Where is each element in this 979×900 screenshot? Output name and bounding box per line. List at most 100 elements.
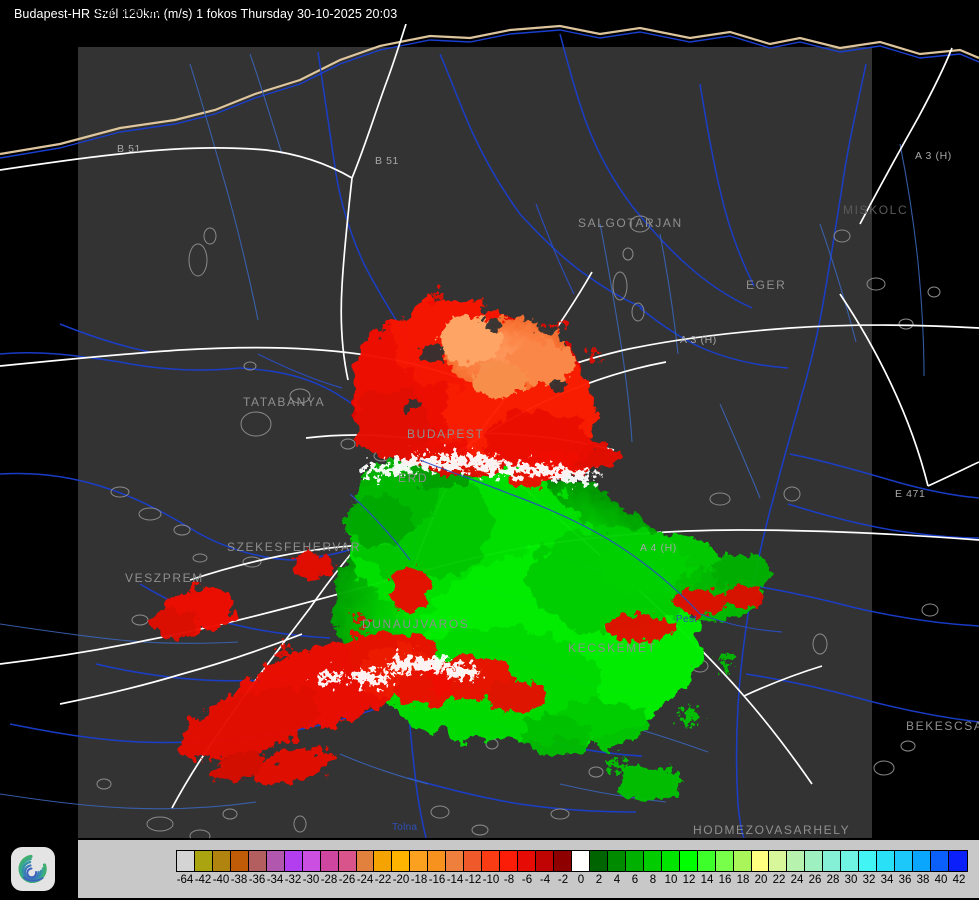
color-swatch[interactable] <box>769 851 788 871</box>
legend-quantity: Wind <box>117 22 145 34</box>
color-scale-tick: 24 <box>790 874 804 886</box>
echo-speckle <box>277 291 733 774</box>
color-swatch[interactable] <box>841 851 860 871</box>
color-swatch[interactable] <box>392 851 411 871</box>
color-scale-tick: -34 <box>266 874 284 886</box>
country-border-blue <box>0 29 979 159</box>
color-scale-tick: 28 <box>826 874 840 886</box>
color-swatch[interactable] <box>482 851 501 871</box>
color-swatch[interactable] <box>177 851 195 871</box>
color-swatch[interactable] <box>733 851 752 871</box>
color-swatch[interactable] <box>948 851 967 871</box>
color-scale-tick: 16 <box>718 874 732 886</box>
color-swatch[interactable] <box>266 851 285 871</box>
color-swatch[interactable] <box>697 851 716 871</box>
color-scale-tick: -42 <box>194 874 212 886</box>
color-scale-tick: 2 <box>595 874 603 886</box>
color-swatch[interactable] <box>859 851 878 871</box>
color-swatch[interactable] <box>410 851 429 871</box>
color-scale-tick: -12 <box>464 874 482 886</box>
color-swatch[interactable] <box>625 851 644 871</box>
color-swatch[interactable] <box>913 851 932 871</box>
color-scale-tick: 20 <box>754 874 768 886</box>
spiral-icon <box>18 854 47 883</box>
color-swatch[interactable] <box>661 851 680 871</box>
page-title: Budapest-HR Szél 120km (m/s) 1 fokos Thu… <box>14 7 398 21</box>
color-scale-tick: -32 <box>284 874 302 886</box>
color-scale-tick: 40 <box>934 874 948 886</box>
color-swatch[interactable] <box>643 851 662 871</box>
color-scale-tick: 38 <box>916 874 930 886</box>
color-swatch[interactable] <box>248 851 267 871</box>
color-swatch[interactable] <box>518 851 537 871</box>
color-swatch[interactable] <box>895 851 914 871</box>
logo-plate <box>11 847 55 891</box>
echo-red-east <box>428 444 764 712</box>
color-swatch[interactable] <box>338 851 357 871</box>
legend-unit: m/s <box>122 38 140 49</box>
color-scale-tick: 14 <box>700 874 714 886</box>
color-swatch[interactable] <box>194 851 213 871</box>
color-scale-tick: -6 <box>521 874 533 886</box>
color-scale-tick: -20 <box>392 874 410 886</box>
color-scale-tick: -36 <box>248 874 266 886</box>
color-scale-tick: -30 <box>302 874 320 886</box>
echo-zero-isodop <box>316 455 598 684</box>
color-swatch[interactable] <box>931 851 949 871</box>
color-scale-swatches[interactable] <box>176 850 968 872</box>
color-swatch[interactable] <box>356 851 375 871</box>
color-swatch[interactable] <box>212 851 231 871</box>
color-swatch[interactable] <box>805 851 824 871</box>
color-scale-tick: -14 <box>446 874 464 886</box>
color-scale-tick: -18 <box>410 874 428 886</box>
color-scale-tick: 8 <box>649 874 657 886</box>
color-swatch[interactable] <box>536 851 555 871</box>
radar-map[interactable] <box>0 24 979 838</box>
color-scale-tick: -64 <box>176 874 194 886</box>
color-scale-tick: 12 <box>682 874 696 886</box>
color-swatch[interactable] <box>554 851 572 871</box>
color-swatch[interactable] <box>284 851 303 871</box>
color-scale-tick: 26 <box>808 874 822 886</box>
color-swatch[interactable] <box>787 851 806 871</box>
color-scale-tick: 10 <box>664 874 678 886</box>
color-scale-tick: 32 <box>862 874 876 886</box>
color-swatch[interactable] <box>877 851 896 871</box>
color-swatch[interactable] <box>374 851 393 871</box>
country-border <box>0 24 979 156</box>
color-swatch[interactable] <box>823 851 842 871</box>
color-swatch[interactable] <box>715 851 734 871</box>
color-swatch[interactable] <box>320 851 339 871</box>
color-scale-tick: 0 <box>577 874 585 886</box>
color-swatch[interactable] <box>446 851 465 871</box>
radar-map-viewport[interactable]: SALGOTARJAN MISKOLC EGER TATABANYA BUDAPEST E… <box>0 24 979 838</box>
color-scale-tick: -26 <box>338 874 356 886</box>
color-swatch[interactable] <box>607 851 626 871</box>
color-swatch[interactable] <box>571 851 590 871</box>
color-swatch[interactable] <box>751 851 770 871</box>
color-scale-tick: 36 <box>898 874 912 886</box>
color-scale-tick: -16 <box>428 874 446 886</box>
app-logo[interactable] <box>10 846 56 892</box>
color-scale-tick: 42 <box>952 874 966 886</box>
color-swatch[interactable] <box>428 851 447 871</box>
color-scale-tick: 34 <box>880 874 894 886</box>
color-scale-tick: 18 <box>736 874 750 886</box>
color-scale-tick: 22 <box>772 874 786 886</box>
color-scale-tick: 4 <box>613 874 621 886</box>
legend-caption: Budapest-HR Wind m/s <box>88 6 174 51</box>
color-swatch[interactable] <box>589 851 608 871</box>
county-borders <box>257 203 783 633</box>
color-scale-tick: -10 <box>482 874 500 886</box>
color-scale-tick: -22 <box>374 874 392 886</box>
echo-green-fringe <box>346 450 772 802</box>
color-scale-tick: 30 <box>844 874 858 886</box>
color-swatch[interactable] <box>464 851 483 871</box>
color-scale-tick: 6 <box>631 874 639 886</box>
color-swatch[interactable] <box>230 851 249 871</box>
color-scale-tick: -24 <box>356 874 374 886</box>
color-swatch[interactable] <box>500 851 519 871</box>
color-swatch[interactable] <box>302 851 321 871</box>
color-swatch[interactable] <box>679 851 698 871</box>
